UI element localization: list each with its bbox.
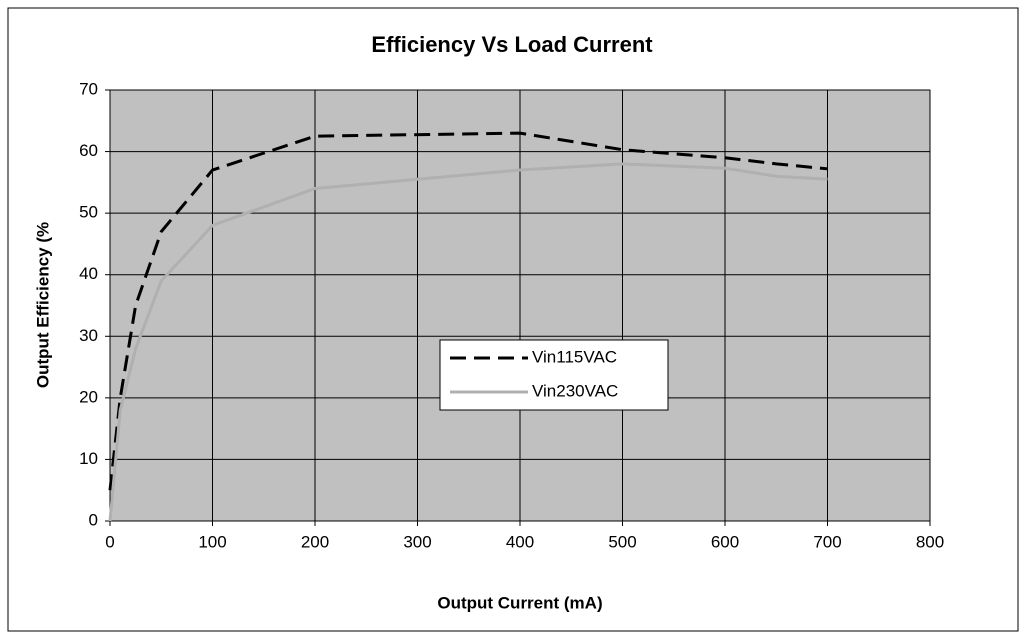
x-tick-label: 300 bbox=[403, 532, 431, 551]
x-tick-label: 0 bbox=[105, 532, 114, 551]
x-tick-label: 800 bbox=[916, 532, 944, 551]
y-tick-label: 10 bbox=[79, 449, 98, 468]
x-tick-label: 500 bbox=[608, 532, 636, 551]
x-tick-label: 200 bbox=[301, 532, 329, 551]
chart-title: Efficiency Vs Load Current bbox=[371, 32, 653, 57]
y-tick-label: 20 bbox=[79, 387, 98, 406]
x-tick-label: 700 bbox=[813, 532, 841, 551]
legend-box bbox=[439, 339, 669, 411]
series-line bbox=[108, 131, 828, 491]
series-line bbox=[108, 162, 828, 522]
y-tick-label: 0 bbox=[89, 510, 98, 529]
y-tick-label: 60 bbox=[79, 141, 98, 160]
x-tick-label: 100 bbox=[198, 532, 226, 551]
y-tick-label: 40 bbox=[79, 264, 98, 283]
x-axis-label: Output Current (mA) bbox=[437, 593, 602, 612]
x-tick-label: 400 bbox=[506, 532, 534, 551]
x-tick-label: 600 bbox=[711, 532, 739, 551]
legend-label: Vin115VAC bbox=[532, 347, 617, 366]
y-tick-label: 70 bbox=[79, 79, 98, 98]
y-axis-label: Output Efficiency (% bbox=[33, 222, 52, 388]
y-tick-label: 50 bbox=[79, 203, 98, 222]
legend-label: Vin230VAC bbox=[532, 381, 618, 400]
y-tick-label: 30 bbox=[79, 326, 98, 345]
